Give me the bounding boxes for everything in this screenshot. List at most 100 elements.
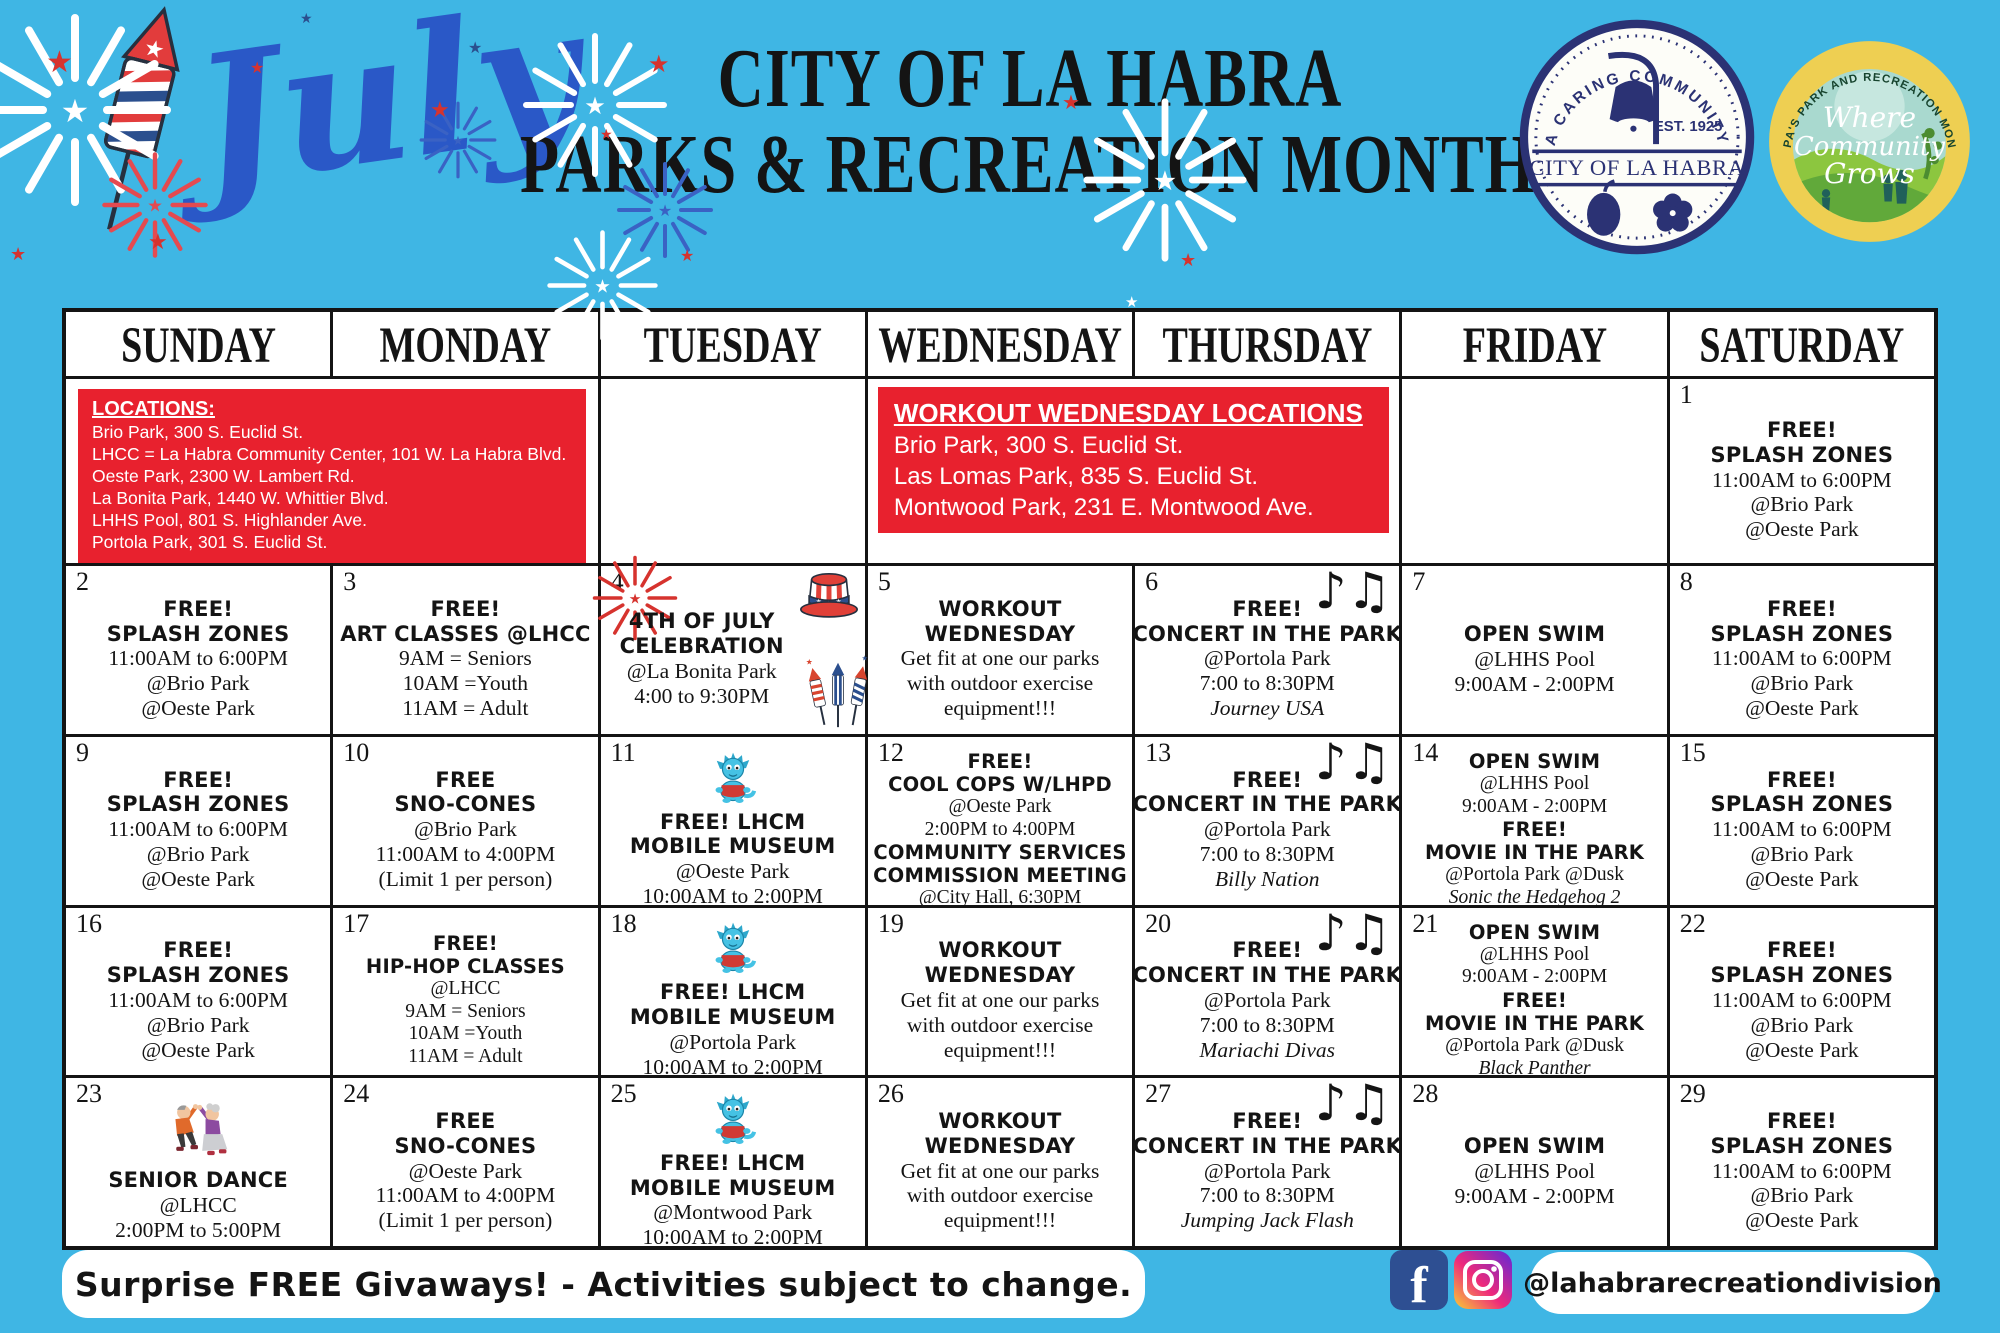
event-heading: CONCERT IN THE PARK	[1132, 963, 1403, 988]
event-heading: OPEN SWIM	[1468, 750, 1601, 774]
event-heading: SPLASH ZONES	[1710, 963, 1894, 988]
calendar-day-8: 8 FREE! SPLASH ZONES 11:00AM to 6:00PM @Brio…	[1669, 566, 1934, 734]
event-text: (Limit 1 per person)	[378, 867, 553, 892]
event-text: 10:00AM to 2:00PM	[642, 884, 823, 909]
event-heading: SPLASH ZONES	[1710, 792, 1894, 817]
day-number: 16	[76, 908, 102, 938]
calendar-day-26: 26 WORKOUT WEDNESDAY Get fit at one our par…	[867, 1078, 1133, 1246]
event-text: @LHHS Pool	[1479, 773, 1590, 795]
redbox-line: Oeste Park, 2300 W. Lambert Rd.	[92, 466, 355, 487]
event-text: @Portola Park	[1203, 817, 1331, 842]
event-text: 10AM =Youth	[408, 1023, 523, 1045]
locations-box: LOCATIONS: Brio Park, 300 S. Euclid St. LH…	[78, 389, 586, 564]
redbox-line: Brio Park, 300 S. Euclid St.	[893, 431, 1184, 459]
event-text: 11:00AM to 6:00PM	[1712, 646, 1892, 671]
event-text: Get fit at one our parks	[900, 987, 1100, 1012]
day-number: 21	[1412, 908, 1439, 938]
event-text: 11:00AM to 6:00PM	[1712, 1158, 1892, 1183]
event-text: @Oeste Park	[948, 795, 1052, 817]
day-number: 3	[343, 567, 357, 597]
event-heading: CONCERT IN THE PARK	[1132, 792, 1403, 817]
event-text: Get fit at one our parks	[900, 646, 1100, 671]
event-text: 11AM = Adult	[402, 696, 529, 721]
event-text: @LHHS Pool	[1479, 943, 1590, 965]
event-heading: SPLASH ZONES	[1710, 1133, 1894, 1158]
calendar-day-9: 9 FREE! SPLASH ZONES 11:00AM to 6:00PM @Brio…	[66, 736, 331, 905]
day-header-tuesday: TUESDAY	[600, 312, 865, 376]
music-notes-icon: ♪♫	[1314, 903, 1392, 962]
event-text: 9:00AM - 2:00PM	[1461, 795, 1608, 817]
event-heading: FREE!	[1232, 767, 1303, 792]
event-heading: FREE!	[1502, 988, 1567, 1012]
event-text: 11:00AM to 6:00PM	[108, 646, 288, 671]
event-content: FREE! SPLASH ZONES 11:00AM to 6:00PM @Brio …	[1674, 1102, 1930, 1240]
dinosaur-mascot-icon	[707, 751, 759, 808]
people-silhouettes-icon	[1821, 169, 1908, 212]
event-content: SENIOR DANCE @LHCC 2:00PM to 5:00PM	[70, 1102, 326, 1242]
patriotic-hat-icon: ★★★	[799, 568, 859, 626]
event-text: @LHCC	[159, 1193, 237, 1218]
event-heading: SNO-CONES	[394, 792, 537, 817]
event-heading: FREE	[435, 1108, 496, 1133]
calendar-day-10: 10 FREE SNO-CONES @Brio Park 11:00AM to 4:00…	[333, 736, 598, 905]
redbox-title: LOCATIONS:	[92, 398, 215, 420]
event-heading: CONCERT IN THE PARK	[1132, 1133, 1403, 1158]
day-number: 5	[877, 567, 891, 597]
music-notes-icon: ♪♫	[1314, 1074, 1392, 1133]
event-heading: ART CLASSES @LHCC	[340, 621, 591, 646]
event-heading: FREE	[435, 767, 496, 792]
event-content: FREE! ART CLASSES @LHCC 9AM = Seniors 10AM …	[337, 590, 593, 728]
event-heading: MOVIE IN THE PARK	[1424, 841, 1645, 865]
event-content: FREE! SPLASH ZONES 11:00AM to 6:00PM @Brio …	[1674, 590, 1930, 728]
calendar-day-15: 15 FREE! SPLASH ZONES 11:00AM to 6:00PM @Bri…	[1669, 736, 1934, 905]
event-heading: SENIOR DANCE	[108, 1168, 288, 1193]
day-header-label: SATURDAY	[1699, 315, 1905, 373]
event-text: @Portola Park	[669, 1029, 797, 1054]
event-heading: SPLASH ZONES	[1710, 621, 1894, 646]
event-heading: FREE!	[163, 596, 234, 621]
event-heading: MOVIE IN THE PARK	[1424, 1011, 1645, 1035]
calendar-day-29: 29 FREE! SPLASH ZONES 11:00AM to 6:00PM @Bri…	[1669, 1078, 1934, 1246]
calendar-day-27: 27 ♪♫ FREE! CONCERT IN THE PARK @Portola Par…	[1132, 1074, 1403, 1246]
calendar-day-5: 5 WORKOUT WEDNESDAY Get fit at one our park…	[867, 566, 1133, 734]
event-text: with outdoor exercise	[906, 1183, 1094, 1208]
event-content: FREE! CONCERT IN THE PARK @Portola Park 7:0…	[1132, 932, 1401, 1070]
event-text: @Montwood Park	[653, 1200, 813, 1225]
event-text: Journey USA	[1210, 696, 1325, 721]
event-content: FREE! HIP-HOP CLASSES @LHCC 9AM = Seniors 10…	[337, 932, 593, 1070]
event-content: FREE SNO-CONES @Oeste Park 11:00AM to 4:00P…	[337, 1102, 593, 1240]
page-title: CITY OF LA HABRA PARKS & RECREATION MONT…	[520, 32, 1557, 211]
event-text: @Brio Park	[146, 842, 250, 867]
city-of-la-habra-seal-logo: A CARING COMMUNITY EST. 1925 CITY OF LA …	[1518, 18, 1756, 256]
event-text: @Oeste Park	[1745, 867, 1859, 892]
event-text: 7:00 to 8:30PM	[1199, 671, 1335, 696]
event-text: @Brio Park	[414, 817, 517, 842]
locations-box-cell: LOCATIONS: Brio Park, 300 S. Euclid St. LH…	[66, 379, 598, 564]
event-text: Sonic the Hedgehog 2	[1448, 886, 1621, 908]
day-number: 13	[1145, 737, 1172, 767]
event-text: 9AM = Seniors	[399, 646, 532, 671]
redbox-line: LHHS Pool, 801 S. Highlander Ave.	[92, 510, 367, 531]
event-heading: FREE!	[1502, 818, 1567, 842]
event-text: 11:00AM to 6:00PM	[1712, 467, 1892, 492]
event-content: FREE SNO-CONES @Brio Park 11:00AM to 4:00PM…	[337, 761, 593, 899]
event-content: FREE! SPLASH ZONES 11:00AM to 6:00PM @Brio …	[1674, 761, 1930, 899]
event-content: FREE! LHCM MOBILE MUSEUM @Portola Park 10:0…	[605, 922, 861, 1079]
event-text: Billy Nation	[1215, 867, 1320, 892]
svg-text:★: ★	[628, 592, 641, 608]
day-number: 22	[1679, 908, 1706, 938]
event-text: 7:00 to 8:30PM	[1199, 1012, 1335, 1037]
event-heading: FREE! LHCM	[660, 1150, 806, 1175]
day-number: 15	[1679, 737, 1706, 767]
event-heading: FREE!	[163, 938, 234, 963]
event-text: @City Hall, 6:30PM	[918, 887, 1082, 909]
day-number: 7	[1412, 567, 1426, 597]
day-header-monday: MONDAY	[333, 312, 598, 376]
event-content: OPEN SWIM @LHHS Pool 9:00AM - 2:00PM	[1406, 1102, 1662, 1240]
event-content: WORKOUT WEDNESDAY Get fit at one our parks…	[872, 1102, 1128, 1240]
star-icon: ★	[1180, 250, 1197, 271]
event-text: 10AM =Youth	[402, 671, 529, 696]
event-content: OPEN SWIM @LHHS Pool 9:00AM - 2:00PM FREE! M…	[1406, 750, 1662, 908]
music-notes-icon: ♪♫	[1314, 562, 1392, 621]
event-text: @Brio Park	[1750, 1183, 1854, 1208]
